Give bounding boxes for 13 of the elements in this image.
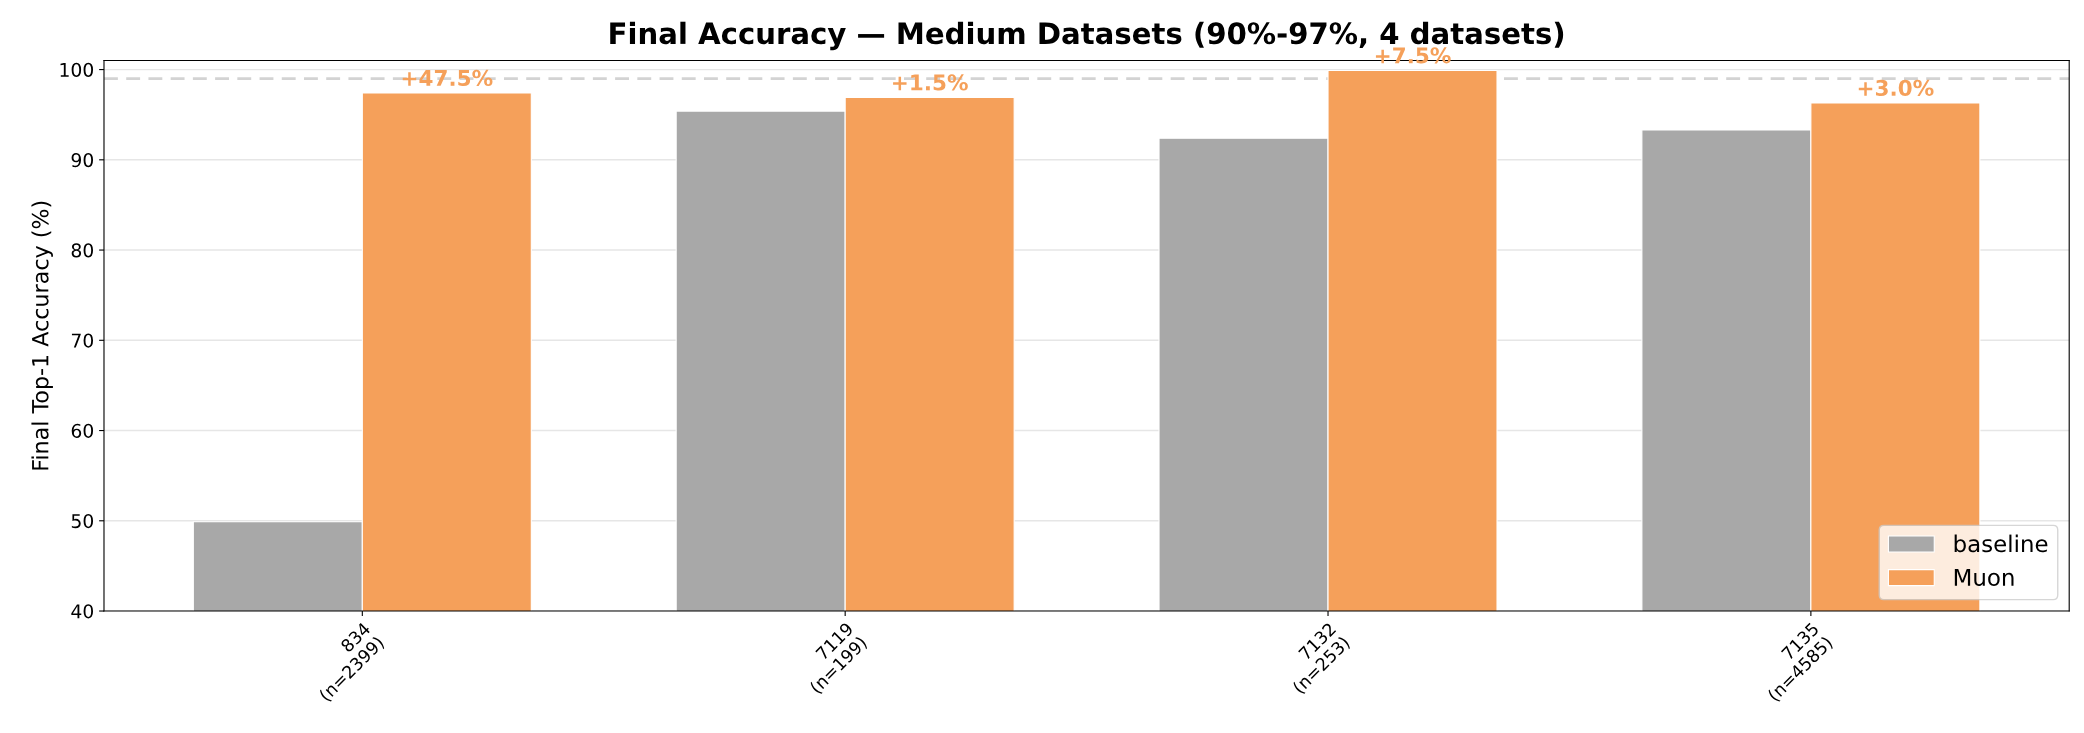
annotation: +3.0% [1858, 79, 1934, 97]
legend-label: baseline [1954, 534, 2048, 553]
legend-label: Muon [1954, 568, 2014, 586]
y-tick-label: 60 [71, 423, 94, 438]
annotation: +47.5% [402, 69, 493, 87]
y-axis-title: Final Top-1 Accuracy (%) [31, 201, 53, 470]
y-tick-label: 90 [71, 153, 94, 168]
y-tick-label: 70 [71, 333, 94, 348]
annotation: +1.5% [893, 74, 968, 91]
y-tick-label: 80 [71, 243, 94, 258]
y-tick-label: 40 [71, 604, 94, 619]
y-tick-label: 100 [60, 62, 94, 77]
y-tick-label: 50 [71, 513, 94, 529]
